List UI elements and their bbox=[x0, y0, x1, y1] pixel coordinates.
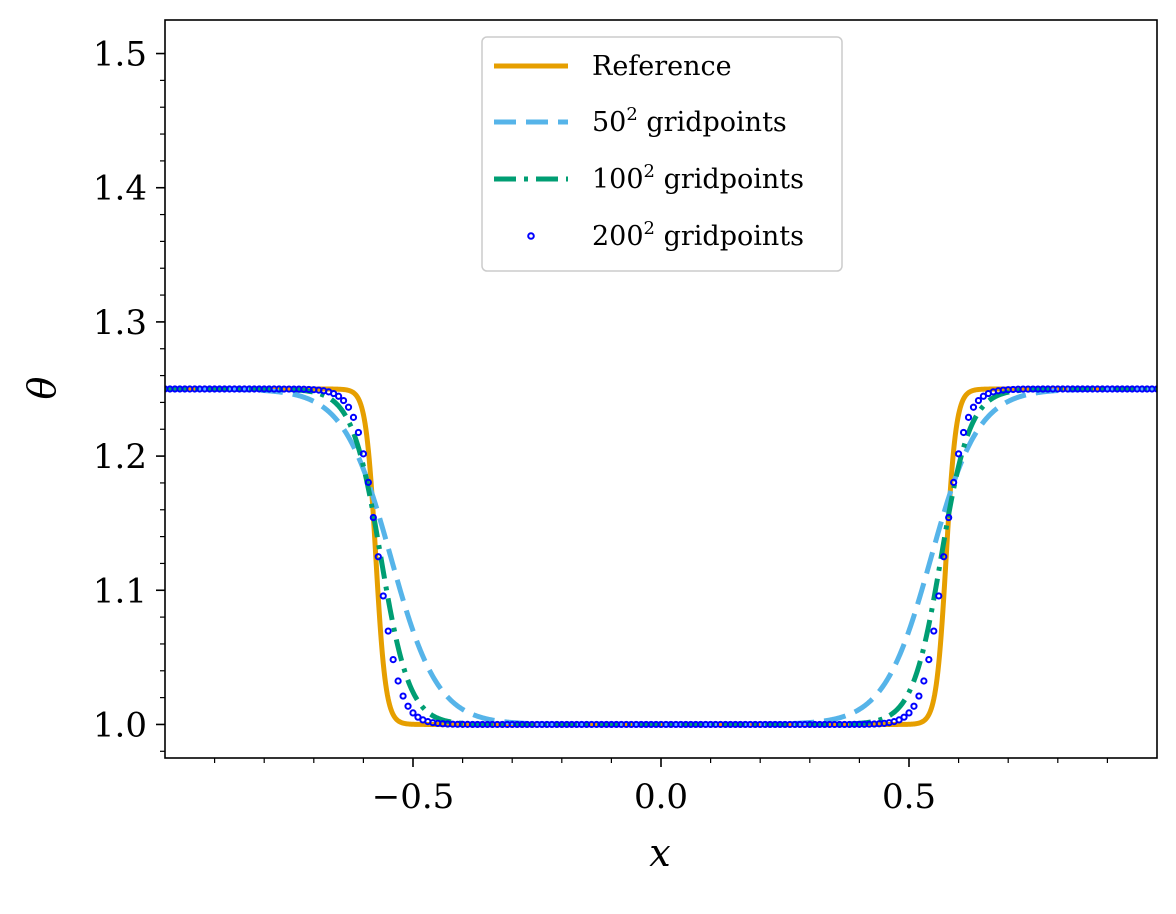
data-point bbox=[959, 428, 968, 437]
data-point bbox=[414, 713, 422, 721]
y-axis-label: θ bbox=[20, 376, 64, 399]
axes: −0.5 0.0 0.5 1.0 1.1 1.2 1.3 1.4 1.5 bbox=[93, 19, 1158, 817]
data-point bbox=[895, 716, 903, 724]
data-point bbox=[955, 450, 963, 458]
data-point bbox=[379, 592, 387, 600]
x-axis-label: x bbox=[649, 831, 670, 875]
data-point bbox=[389, 656, 397, 664]
series-line-0 bbox=[165, 386, 1157, 727]
legend: Reference 502 gridpoints 1002 gridpoints 20… bbox=[481, 36, 843, 272]
data-point bbox=[399, 692, 407, 700]
data-point bbox=[945, 513, 953, 522]
data-point bbox=[969, 403, 978, 411]
data-point bbox=[910, 702, 918, 710]
data-point bbox=[359, 450, 367, 458]
legend-label: 1002 gridpoints bbox=[592, 161, 804, 195]
data-point bbox=[974, 396, 983, 405]
data-point bbox=[915, 692, 923, 700]
data-point bbox=[335, 392, 343, 400]
data-point bbox=[950, 478, 958, 486]
legend-label: Reference bbox=[592, 51, 732, 82]
y-tick-label: 1.3 bbox=[93, 303, 147, 343]
series-line-2 bbox=[165, 386, 1157, 727]
y-tick-label: 1.2 bbox=[93, 437, 147, 477]
data-point bbox=[979, 392, 988, 400]
data-point bbox=[930, 627, 938, 635]
data-point bbox=[339, 396, 348, 405]
x-tick-label: 0.5 bbox=[882, 777, 936, 817]
data-point bbox=[404, 702, 412, 710]
data-point bbox=[1153, 385, 1157, 393]
x-tick-label: −0.5 bbox=[372, 777, 455, 817]
data-point bbox=[354, 428, 363, 437]
data-point bbox=[349, 413, 358, 421]
data-point bbox=[409, 709, 417, 717]
data-point bbox=[364, 478, 372, 486]
y-tick-label: 1.1 bbox=[93, 571, 147, 611]
legend-label: 502 gridpoints bbox=[592, 104, 787, 138]
data-point bbox=[905, 709, 913, 717]
y-tick-label: 1.0 bbox=[93, 705, 147, 745]
y-tick-label: 1.4 bbox=[93, 169, 147, 209]
legend-marker bbox=[527, 232, 535, 240]
series-200-markers bbox=[165, 385, 1157, 729]
data-point bbox=[394, 677, 402, 685]
data-point bbox=[384, 627, 392, 635]
y-tick-label: 1.5 bbox=[93, 35, 147, 75]
data-point bbox=[374, 553, 382, 561]
data-point bbox=[369, 513, 377, 522]
series-line-1 bbox=[165, 386, 1157, 727]
plot-area bbox=[165, 385, 1157, 729]
data-point bbox=[920, 677, 928, 685]
data-point bbox=[925, 656, 933, 664]
data-point bbox=[344, 403, 353, 411]
data-point bbox=[940, 553, 948, 561]
x-tick-label: 0.0 bbox=[634, 777, 688, 817]
legend-label: 2002 gridpoints bbox=[592, 218, 804, 252]
data-point bbox=[330, 389, 338, 398]
legend-box bbox=[481, 36, 843, 272]
data-point bbox=[900, 713, 908, 721]
data-point bbox=[964, 413, 973, 421]
data-point bbox=[935, 592, 943, 600]
